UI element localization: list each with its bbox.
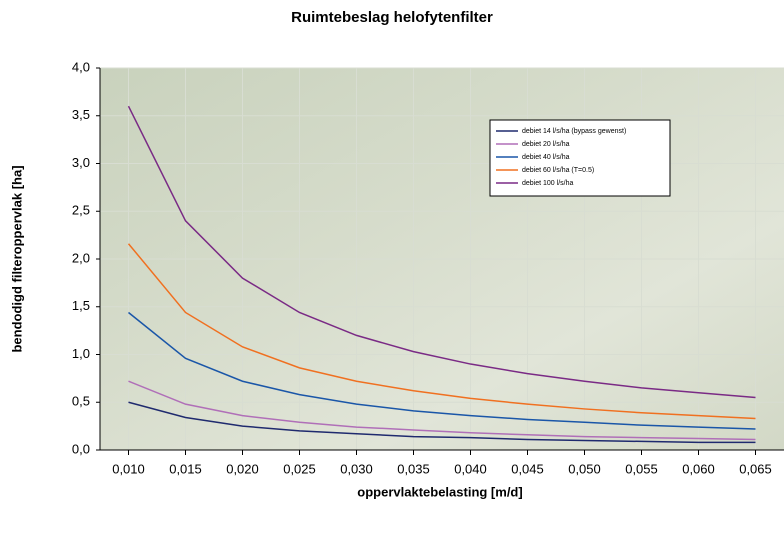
x-tick-label: 0,020 (226, 461, 259, 476)
y-tick-label: 0,5 (72, 394, 90, 409)
y-tick-label: 2,5 (72, 203, 90, 218)
x-tick-label: 0,015 (169, 461, 202, 476)
legend-label: debiet 40 l/s/ha (522, 154, 570, 161)
y-tick-label: 2,0 (72, 250, 90, 265)
y-tick-label: 1,0 (72, 346, 90, 361)
x-tick-label: 0,050 (568, 461, 601, 476)
x-tick-label: 0,030 (340, 461, 373, 476)
y-tick-label: 3,5 (72, 107, 90, 122)
x-tick-label: 0,065 (739, 461, 772, 476)
x-tick-label: 0,045 (511, 461, 544, 476)
y-tick-label: 0,0 (72, 441, 90, 456)
x-axis-label: oppervlaktebelasting [m/d] (357, 484, 522, 499)
y-tick-label: 1,5 (72, 298, 90, 313)
x-tick-label: 0,040 (454, 461, 487, 476)
chart: Ruimtebeslag helofytenfilter oppervlakte… (0, 0, 784, 534)
x-tick-label: 0,025 (283, 461, 316, 476)
x-tick-label: 0,035 (397, 461, 430, 476)
y-tick-label: 4,0 (72, 59, 90, 74)
chart-title: Ruimtebeslag helofytenfilter (291, 9, 493, 26)
legend-label: debiet 20 l/s/ha (522, 141, 570, 148)
legend-label: debiet 60 l/s/ha (T=0.5) (522, 167, 594, 174)
x-tick-label: 0,010 (112, 461, 145, 476)
y-tick-label: 3,0 (72, 155, 90, 170)
x-tick-label: 0,060 (682, 461, 715, 476)
legend-label: debiet 14 l/s/ha (bypass gewenst) (522, 128, 626, 135)
x-tick-label: 0,055 (625, 461, 658, 476)
legend-label: debiet 100 l/s/ha (522, 180, 573, 187)
y-axis-label: bendodigd filteroppervlak [ha] (9, 165, 24, 352)
